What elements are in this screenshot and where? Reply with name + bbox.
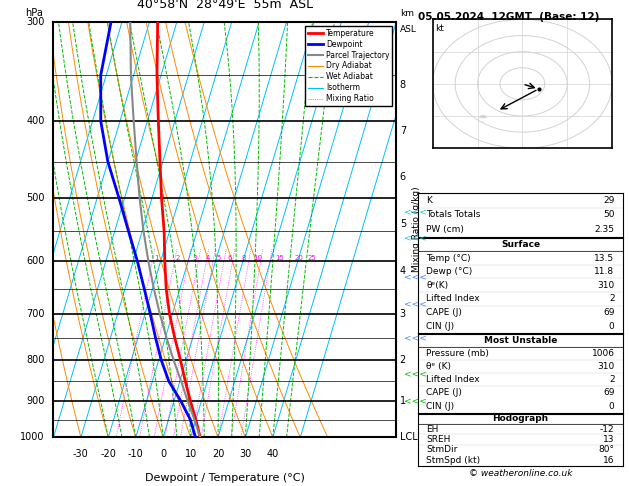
Text: 2: 2 bbox=[609, 295, 615, 303]
Text: CIN (J): CIN (J) bbox=[426, 401, 455, 411]
Text: 40: 40 bbox=[267, 449, 279, 459]
Text: <<<: <<< bbox=[404, 234, 427, 243]
Text: 7: 7 bbox=[399, 126, 406, 136]
Text: Totals Totals: Totals Totals bbox=[426, 210, 481, 219]
Text: K: K bbox=[426, 196, 432, 205]
Text: 11.8: 11.8 bbox=[594, 267, 615, 276]
Text: Surface: Surface bbox=[501, 240, 540, 249]
Text: 40°58'N  28°49'E  55m  ASL: 40°58'N 28°49'E 55m ASL bbox=[136, 0, 313, 12]
Text: 1006: 1006 bbox=[591, 349, 615, 358]
Text: ☂: ☂ bbox=[477, 115, 487, 124]
Text: Pressure (mb): Pressure (mb) bbox=[426, 349, 489, 358]
Text: 3: 3 bbox=[399, 309, 406, 319]
Text: 1: 1 bbox=[399, 396, 406, 406]
Text: 80°: 80° bbox=[599, 446, 615, 454]
Text: 13.5: 13.5 bbox=[594, 254, 615, 262]
Text: 0: 0 bbox=[609, 401, 615, 411]
Text: 1: 1 bbox=[154, 255, 159, 261]
Text: <<<: <<< bbox=[404, 397, 427, 405]
Text: 25: 25 bbox=[308, 255, 317, 261]
Text: θᵉ (K): θᵉ (K) bbox=[426, 362, 452, 371]
Text: SREH: SREH bbox=[426, 435, 451, 444]
Text: Mixing Ratio (g/kg): Mixing Ratio (g/kg) bbox=[413, 187, 421, 273]
Text: 310: 310 bbox=[598, 362, 615, 371]
Text: 800: 800 bbox=[26, 355, 45, 365]
Text: 5: 5 bbox=[217, 255, 221, 261]
Text: CAPE (J): CAPE (J) bbox=[426, 308, 462, 317]
Text: 500: 500 bbox=[26, 193, 45, 203]
Text: 6: 6 bbox=[399, 172, 406, 182]
Text: ASL: ASL bbox=[399, 25, 416, 35]
Text: 3: 3 bbox=[192, 255, 197, 261]
Text: Lifted Index: Lifted Index bbox=[426, 375, 480, 384]
Text: 4: 4 bbox=[399, 265, 406, 276]
Text: <<<: <<< bbox=[404, 299, 427, 308]
Text: 15: 15 bbox=[275, 255, 284, 261]
Text: StmSpd (kt): StmSpd (kt) bbox=[426, 456, 481, 465]
Text: -12: -12 bbox=[600, 425, 615, 434]
Text: 29: 29 bbox=[603, 196, 615, 205]
Text: StmDir: StmDir bbox=[426, 446, 458, 454]
Text: <<<: <<< bbox=[404, 333, 427, 342]
Legend: Temperature, Dewpoint, Parcel Trajectory, Dry Adiabat, Wet Adiabat, Isotherm, Mi: Temperature, Dewpoint, Parcel Trajectory… bbox=[304, 26, 392, 106]
Text: LCL: LCL bbox=[399, 433, 418, 442]
Text: 69: 69 bbox=[603, 388, 615, 398]
Text: 50: 50 bbox=[603, 210, 615, 219]
Text: 10: 10 bbox=[184, 449, 197, 459]
Text: EH: EH bbox=[426, 425, 439, 434]
Text: Dewp (°C): Dewp (°C) bbox=[426, 267, 473, 276]
Text: 20: 20 bbox=[294, 255, 303, 261]
Text: © weatheronline.co.uk: © weatheronline.co.uk bbox=[469, 469, 572, 478]
Text: -10: -10 bbox=[128, 449, 143, 459]
Text: 30: 30 bbox=[239, 449, 252, 459]
Text: 20: 20 bbox=[212, 449, 224, 459]
Text: 2: 2 bbox=[175, 255, 180, 261]
Text: kt: kt bbox=[435, 24, 444, 33]
Text: PW (cm): PW (cm) bbox=[426, 225, 464, 234]
Text: CAPE (J): CAPE (J) bbox=[426, 388, 462, 398]
Text: 10: 10 bbox=[253, 255, 262, 261]
Text: 700: 700 bbox=[26, 309, 45, 319]
Text: -30: -30 bbox=[73, 449, 89, 459]
Text: km: km bbox=[399, 9, 414, 17]
Text: 2.35: 2.35 bbox=[594, 225, 615, 234]
Text: 2: 2 bbox=[609, 375, 615, 384]
Text: Hodograph: Hodograph bbox=[493, 414, 548, 423]
Text: hPa: hPa bbox=[25, 8, 43, 17]
Text: 310: 310 bbox=[598, 281, 615, 290]
Text: <<<: <<< bbox=[404, 370, 427, 379]
Text: 6: 6 bbox=[228, 255, 232, 261]
Text: 5: 5 bbox=[399, 219, 406, 229]
Text: 05.05.2024  12GMT  (Base: 12): 05.05.2024 12GMT (Base: 12) bbox=[418, 12, 599, 22]
Text: 2: 2 bbox=[399, 355, 406, 365]
Text: 8: 8 bbox=[399, 80, 406, 90]
Text: 300: 300 bbox=[26, 17, 45, 27]
Text: Lifted Index: Lifted Index bbox=[426, 295, 480, 303]
Text: 1000: 1000 bbox=[20, 433, 45, 442]
Text: 8: 8 bbox=[242, 255, 246, 261]
Text: -20: -20 bbox=[101, 449, 116, 459]
Text: 0: 0 bbox=[609, 322, 615, 330]
Text: 0: 0 bbox=[160, 449, 166, 459]
Text: 69: 69 bbox=[603, 308, 615, 317]
Text: 4: 4 bbox=[206, 255, 210, 261]
Text: 16: 16 bbox=[603, 456, 615, 465]
Text: <<<: <<< bbox=[404, 273, 427, 281]
Text: CIN (J): CIN (J) bbox=[426, 322, 455, 330]
Text: Most Unstable: Most Unstable bbox=[484, 336, 557, 345]
Text: <<<: <<< bbox=[404, 207, 427, 216]
Text: 400: 400 bbox=[26, 116, 45, 126]
Text: Temp (°C): Temp (°C) bbox=[426, 254, 471, 262]
Text: 13: 13 bbox=[603, 435, 615, 444]
Text: 900: 900 bbox=[26, 396, 45, 406]
Text: 600: 600 bbox=[26, 256, 45, 266]
Text: θᵉ(K): θᵉ(K) bbox=[426, 281, 448, 290]
Text: Dewpoint / Temperature (°C): Dewpoint / Temperature (°C) bbox=[145, 473, 305, 483]
